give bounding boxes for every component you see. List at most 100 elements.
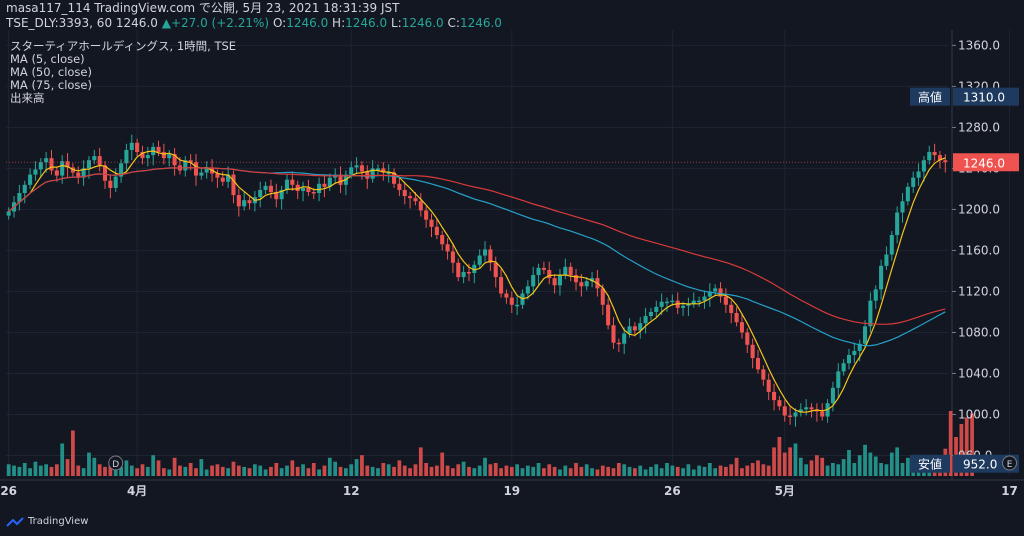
candle-body: [573, 275, 579, 283]
legend-ma50[interactable]: MA (50, close): [10, 65, 92, 79]
volume-bar: [825, 465, 830, 476]
candle-body: [761, 369, 766, 380]
volume-bar: [670, 465, 675, 476]
candle-body: [734, 312, 739, 323]
volume-bar: [584, 464, 589, 476]
indicator-legend: スターティアホールディングス, 1時間, TSE MA (5, close) M…: [10, 40, 236, 105]
candle-body: [755, 358, 761, 370]
candle-body: [884, 254, 889, 266]
volume-bar: [338, 466, 343, 476]
volume-bar: [413, 464, 418, 476]
legend-volume[interactable]: 出来高: [10, 91, 45, 105]
candle-body: [879, 265, 884, 290]
candle-body: [927, 152, 932, 161]
candle-body: [905, 186, 910, 202]
candle-body: [456, 262, 461, 278]
candle-body: [713, 288, 718, 292]
candle-body: [697, 300, 702, 303]
volume-bar: [574, 463, 578, 476]
volume-bar: [713, 468, 718, 476]
volume-bar: [87, 452, 91, 476]
high-badge-label-bg: [910, 87, 950, 106]
candle-body: [183, 160, 188, 171]
candle-body: [220, 177, 225, 182]
volume-bar: [17, 466, 22, 476]
candle-body: [686, 303, 691, 306]
volume-bar: [60, 443, 65, 476]
volume-bar: [847, 450, 851, 476]
volume-bar: [547, 464, 552, 476]
candle-body: [916, 171, 921, 178]
last-price: 1246.0: [115, 16, 158, 30]
candle-body: [108, 180, 113, 188]
volume-bar: [718, 465, 723, 476]
volume-bar: [44, 464, 49, 476]
candle-body: [863, 326, 868, 344]
volume-bar: [33, 461, 38, 476]
close-label: C:: [447, 16, 460, 30]
y-tick-label: 1040.0: [958, 366, 1000, 380]
chart-title[interactable]: スターティアホールディングス, 1時間, TSE: [10, 39, 237, 53]
candle-body: [852, 350, 857, 356]
candle-body: [477, 255, 482, 265]
volume-bar: [654, 464, 659, 476]
volume-bar: [542, 468, 546, 476]
volume-bar: [509, 466, 514, 476]
candle-body: [33, 169, 38, 175]
candle-body: [54, 170, 59, 176]
volume-bar: [638, 465, 643, 476]
candle-body: [418, 201, 423, 211]
candle-body: [317, 183, 322, 194]
volume-bar: [119, 466, 123, 476]
volume-bar: [889, 452, 894, 476]
candle-body: [841, 363, 846, 372]
candle-body: [231, 174, 236, 196]
tradingview-brand: TradingView: [28, 516, 89, 527]
legend-ma5[interactable]: MA (5, close): [10, 52, 85, 66]
candle-body: [349, 167, 354, 175]
candle-body: [643, 316, 648, 324]
volume-bar: [28, 468, 32, 476]
volume-bar: [724, 466, 728, 476]
candle-body: [525, 286, 530, 294]
candle-body: [268, 185, 273, 192]
candle-body: [258, 189, 263, 198]
volume-bar: [504, 465, 509, 476]
event-marker-label: D: [112, 460, 119, 470]
volume-bar: [263, 469, 268, 476]
candle-body: [119, 163, 124, 177]
candle-body: [397, 183, 402, 190]
volume-bar: [959, 424, 964, 476]
volume-bar: [515, 464, 520, 476]
volume-bar: [333, 461, 338, 476]
high-badge-label: 高値: [918, 90, 942, 105]
candle-body: [242, 200, 247, 207]
open-value: 1246.0: [286, 16, 329, 30]
volume-bar: [483, 457, 487, 476]
low-badge: 安値 952.0: [910, 454, 1019, 473]
volume-bar: [740, 468, 744, 476]
volume-bar: [253, 464, 257, 476]
low-badge-label: 安値: [918, 457, 942, 472]
y-tick-label: 1200.0: [958, 202, 1000, 216]
candle-body: [568, 266, 573, 276]
low-label: L:: [390, 16, 402, 30]
volume-bar: [370, 466, 375, 476]
legend-ma75[interactable]: MA (75, close): [10, 78, 92, 92]
candle-body: [788, 415, 793, 418]
candle-body: [440, 235, 445, 245]
candle-body: [563, 266, 568, 276]
volume-bar: [54, 464, 59, 476]
x-tick-label: 26: [0, 484, 17, 498]
candle-body: [167, 154, 172, 159]
change-value: +27.0 (+2.21%): [170, 16, 270, 30]
candle-body: [38, 162, 43, 170]
candle-body: [937, 155, 943, 161]
volume-bar: [905, 457, 910, 476]
volume-bar: [360, 455, 364, 476]
tradingview-logo[interactable]: TradingView: [6, 516, 88, 527]
candle-body: [804, 407, 809, 410]
volume-bar: [606, 466, 611, 476]
candle-body: [606, 304, 611, 326]
